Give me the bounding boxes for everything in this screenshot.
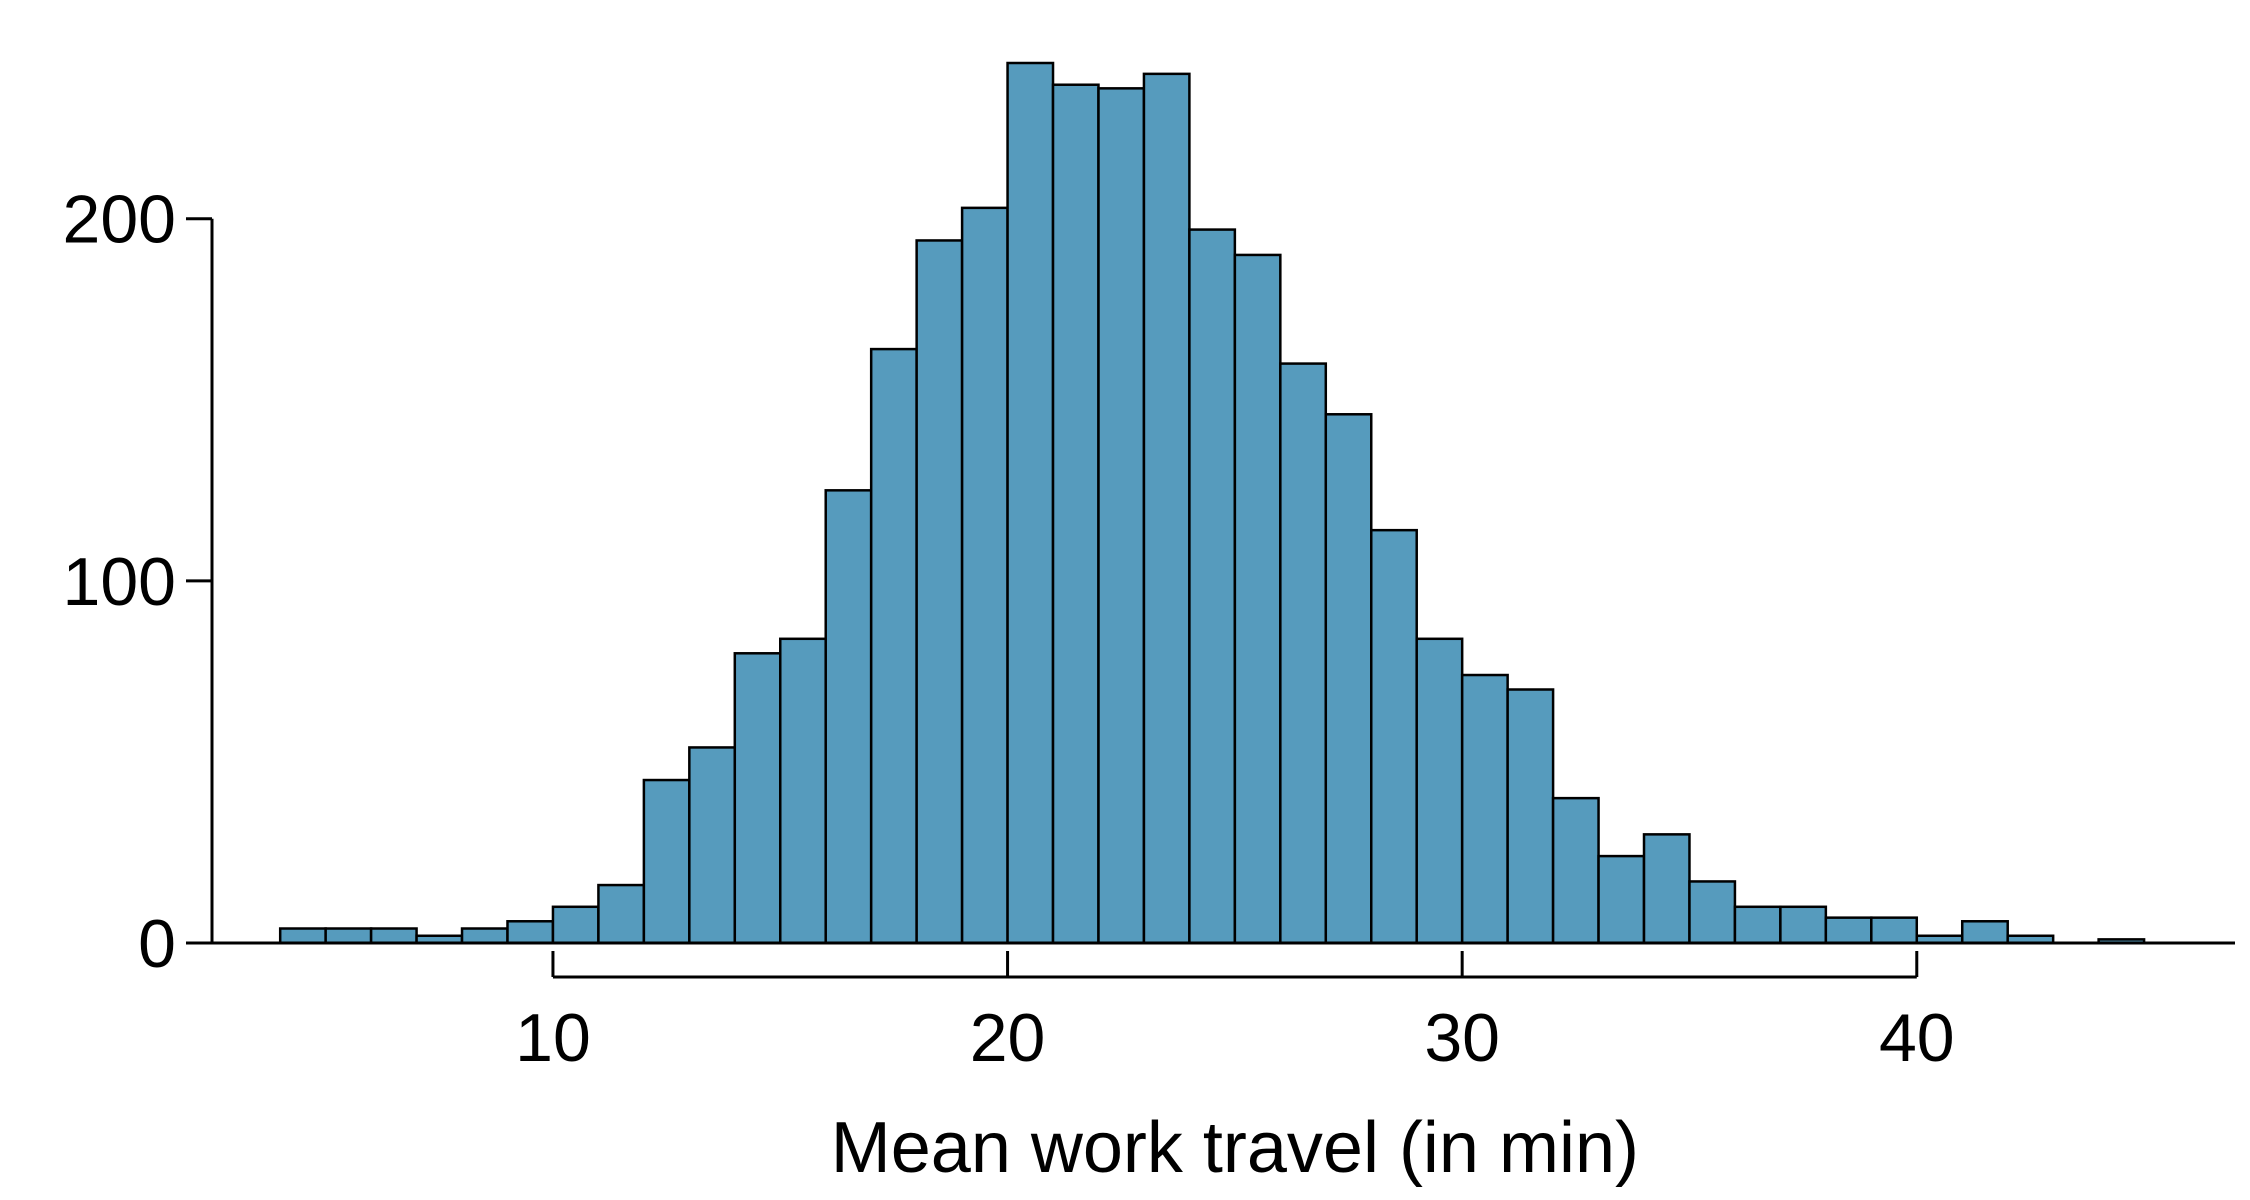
histogram-bar-26: [1460, 673, 1509, 945]
x-tick-label-20: 20: [970, 1000, 1046, 1076]
histogram-bar-18: [1097, 87, 1146, 945]
histogram-bar-1: [324, 927, 373, 945]
histogram-bar-7: [597, 883, 646, 945]
histogram-bar-6: [551, 905, 600, 945]
histogram-bar-19: [1142, 72, 1191, 945]
y-tick-label-0: 0: [138, 906, 176, 982]
histogram-bar-28: [1551, 796, 1600, 945]
histogram-bar-20: [1188, 228, 1237, 945]
histogram-bar-31: [1688, 880, 1737, 945]
histogram-bars: [278, 61, 2146, 945]
histogram-bar-35: [1870, 916, 1919, 945]
y-tick-label-200: 200: [63, 182, 176, 258]
histogram-bar-11: [779, 637, 827, 945]
histogram-bar-32: [1733, 905, 1782, 945]
x-tick-label-30: 30: [1424, 1000, 1500, 1076]
histogram-bar-16: [1006, 61, 1055, 945]
y-tick-label-100: 100: [63, 544, 176, 620]
histogram-bar-21: [1233, 253, 1282, 945]
histogram-bar-25: [1415, 637, 1464, 945]
x-axis: 10 20 30 40: [515, 951, 1955, 1076]
histogram-bar-2: [369, 927, 418, 945]
histogram-bar-14: [915, 239, 964, 945]
histogram-bar-4: [460, 927, 509, 945]
histogram-bar-33: [1779, 905, 1828, 945]
x-tick-label-40: 40: [1879, 1000, 1955, 1076]
histogram-bar-10: [733, 652, 782, 945]
histogram-bar-0: [278, 927, 327, 945]
histogram-bar-37: [1960, 920, 2009, 945]
histogram-bar-17: [1051, 83, 1100, 945]
x-axis-title: Mean work travel (in min): [831, 1108, 1639, 1188]
histogram-bar-8: [642, 778, 691, 945]
histogram-bar-22: [1279, 362, 1328, 945]
histogram-bar-24: [1370, 528, 1418, 945]
histogram-bar-27: [1506, 688, 1555, 945]
histogram-bar-34: [1824, 916, 1873, 945]
histogram-bar-23: [1324, 413, 1373, 945]
histogram-bar-15: [960, 206, 1009, 945]
histogram-bar-12: [824, 489, 873, 945]
histogram-bar-29: [1597, 854, 1646, 945]
y-axis: 0 100 200: [63, 182, 214, 982]
x-tick-label-10: 10: [515, 1000, 591, 1076]
histogram-bar-5: [506, 920, 555, 945]
histogram-bar-13: [869, 347, 918, 945]
histogram-bar-9: [688, 746, 737, 945]
histogram-bar-30: [1642, 833, 1691, 945]
